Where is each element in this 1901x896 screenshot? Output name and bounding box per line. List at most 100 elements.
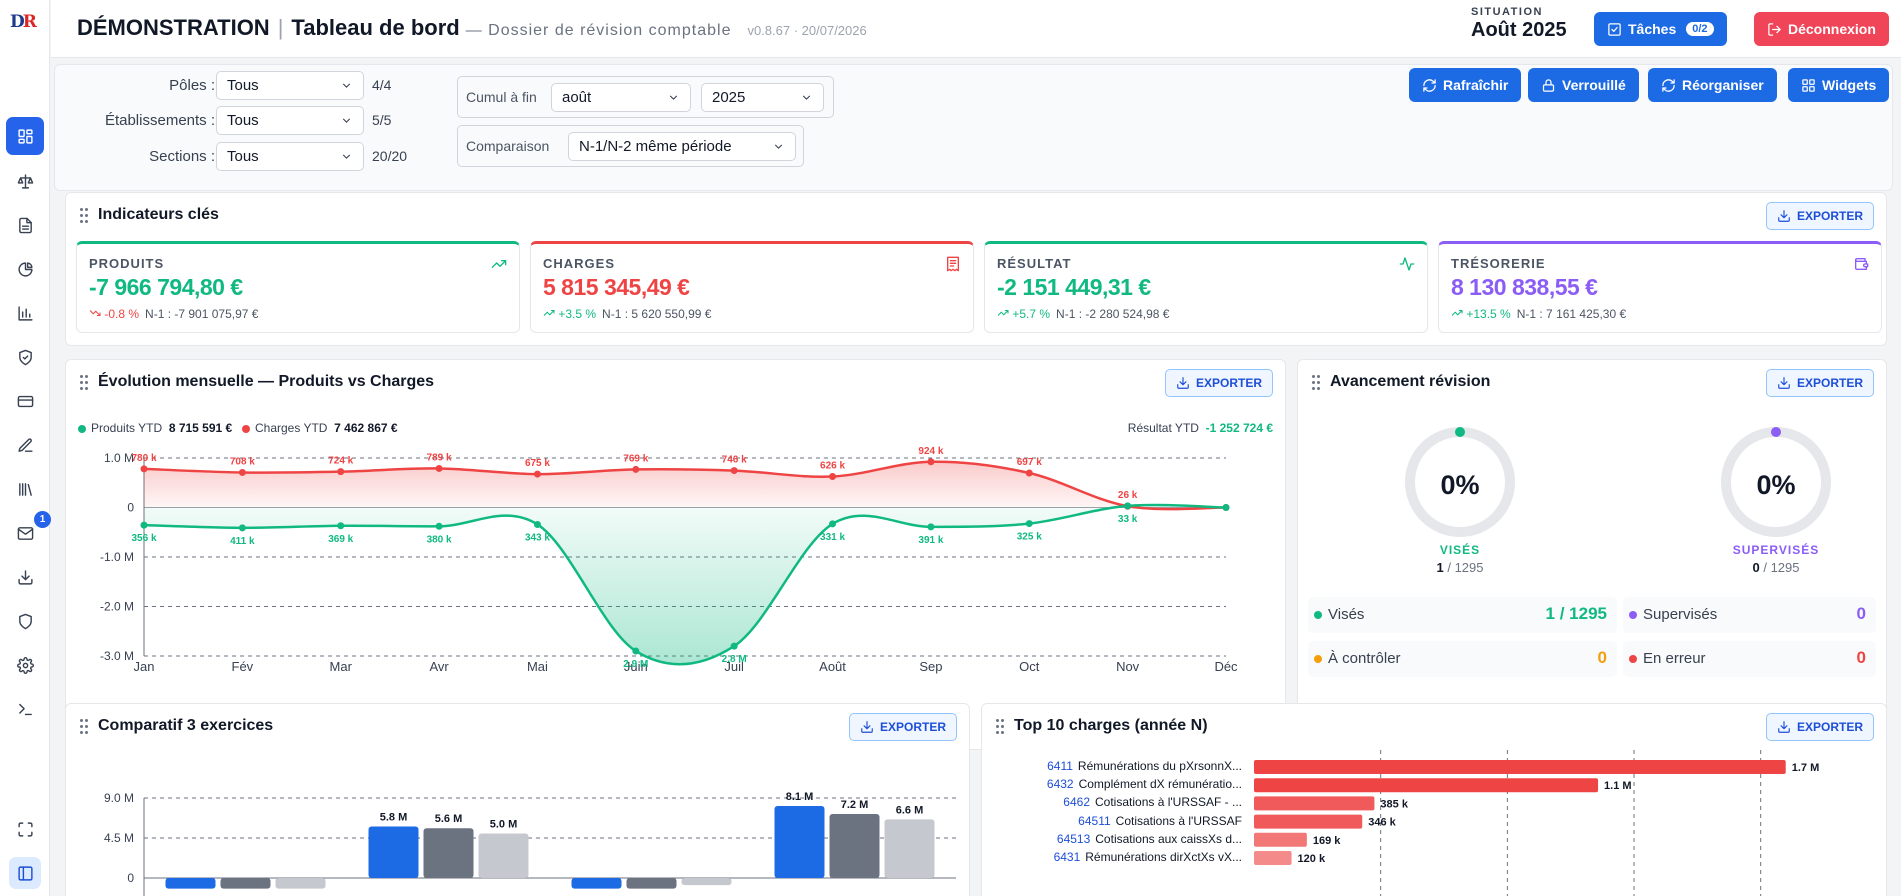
data-point[interactable] <box>632 647 640 655</box>
verrouille-button[interactable]: Verrouillé <box>1528 68 1639 102</box>
account-code[interactable]: 6432 <box>1046 777 1074 792</box>
bar[interactable] <box>774 806 825 878</box>
download-icon[interactable] <box>9 561 41 593</box>
bar[interactable] <box>829 814 880 878</box>
data-point[interactable] <box>1025 520 1033 528</box>
terminal-icon[interactable] <box>9 693 41 725</box>
account-code[interactable]: 6411 <box>1047 759 1073 773</box>
bar[interactable] <box>681 878 732 886</box>
bar-chart-icon[interactable] <box>9 297 41 329</box>
bar[interactable] <box>626 878 677 889</box>
data-point[interactable] <box>632 465 640 473</box>
chevron-down-icon <box>774 144 783 149</box>
bar[interactable] <box>1254 814 1363 829</box>
bar[interactable] <box>1254 832 1307 847</box>
data-point[interactable] <box>533 520 541 528</box>
top10-label: 6432 Complément dX rémunératio... <box>992 777 1242 791</box>
data-point[interactable] <box>435 522 443 530</box>
bar[interactable] <box>275 878 326 889</box>
x-tick-label: Juin <box>624 659 648 674</box>
bar[interactable] <box>1254 760 1786 774</box>
rafraichir-button[interactable]: Rafraîchir <box>1409 68 1522 102</box>
data-point[interactable] <box>337 468 345 476</box>
data-point[interactable] <box>927 458 935 466</box>
dashboard-icon[interactable] <box>6 117 44 155</box>
bar[interactable] <box>478 833 529 878</box>
account-code[interactable]: 64511 <box>1078 813 1111 828</box>
library-icon[interactable] <box>9 473 41 505</box>
data-point[interactable] <box>533 470 541 478</box>
balance-icon[interactable] <box>9 165 41 197</box>
bar[interactable] <box>884 819 935 878</box>
pie-chart-icon[interactable] <box>9 253 41 285</box>
poles-select[interactable]: Tous <box>216 71 364 100</box>
data-point[interactable] <box>730 642 738 650</box>
reorganiser-button[interactable]: Réorganiser <box>1648 68 1777 102</box>
app-logo[interactable]: DR <box>10 12 37 32</box>
data-point[interactable] <box>140 465 148 473</box>
y-tick-label: -3.0 M <box>100 649 134 663</box>
account-code[interactable]: 6431 <box>1053 850 1081 864</box>
main-content: Pôles : Tous 4/4 Établissements : Tous 5… <box>51 58 1901 896</box>
pen-icon[interactable] <box>9 429 41 461</box>
card-icon[interactable] <box>9 385 41 417</box>
data-point[interactable] <box>1124 502 1132 510</box>
export-button[interactable]: EXPORTER <box>848 713 957 741</box>
stat-vises: Visés 1 / 1295 <box>1308 597 1617 633</box>
download-icon <box>1778 721 1790 733</box>
taches-button[interactable]: Tâches 0/2 <box>1594 12 1727 46</box>
sidebar-toggle-icon[interactable] <box>9 857 41 889</box>
export-button[interactable]: EXPORTER <box>1765 713 1874 741</box>
bar[interactable] <box>368 826 419 878</box>
sections-select[interactable]: Tous <box>216 142 364 171</box>
data-point[interactable] <box>1025 469 1033 477</box>
trend-arrow-icon <box>89 310 101 316</box>
cumul-year-select[interactable]: 2025 <box>701 83 824 112</box>
etablissements-select[interactable]: Tous <box>216 106 364 135</box>
data-point[interactable] <box>238 468 246 476</box>
data-point[interactable] <box>927 523 935 531</box>
comparatif-title: Comparatif 3 exercices <box>98 717 274 734</box>
bar[interactable] <box>220 878 271 889</box>
shield-icon[interactable] <box>9 605 41 637</box>
drag-handle-icon[interactable] <box>80 208 90 224</box>
bar[interactable] <box>165 878 216 889</box>
data-point[interactable] <box>140 521 148 529</box>
drag-handle-icon[interactable] <box>80 375 90 391</box>
export-button[interactable]: EXPORTER <box>1164 369 1273 397</box>
x-tick-label: Jan <box>134 659 155 674</box>
document-icon[interactable] <box>9 209 41 241</box>
bar[interactable] <box>571 878 622 889</box>
account-code[interactable]: 64513 <box>1056 831 1091 846</box>
account-code[interactable]: 6462 <box>1063 795 1090 810</box>
deconnexion-button[interactable]: Déconnexion <box>1754 12 1889 46</box>
kpi-card-trésorerie: TRÉSORERIE 8 130 838,55 € +13.5 % N-1 : 7 … <box>1438 241 1882 333</box>
drag-handle-icon[interactable] <box>1312 375 1322 391</box>
drag-handle-icon[interactable] <box>80 719 90 735</box>
data-point[interactable] <box>435 464 443 472</box>
widgets-button[interactable]: Widgets <box>1788 68 1890 102</box>
data-point[interactable] <box>829 473 837 481</box>
bar[interactable] <box>423 828 474 878</box>
top10-label: 6411 Rémunérations du pXrsonnX... <box>992 759 1242 773</box>
data-point[interactable] <box>1222 504 1230 511</box>
gear-icon[interactable] <box>9 649 41 681</box>
bar[interactable] <box>1254 796 1375 811</box>
data-label: 924 k <box>918 446 943 457</box>
mail-icon[interactable]: 1 <box>9 511 51 549</box>
drag-handle-icon[interactable] <box>996 719 1006 735</box>
export-button[interactable]: EXPORTER <box>1765 202 1874 230</box>
data-point[interactable] <box>337 522 345 530</box>
bar[interactable] <box>1254 851 1292 865</box>
vises-done: 1 <box>1436 560 1444 575</box>
expand-icon[interactable] <box>9 813 41 845</box>
export-button[interactable]: EXPORTER <box>1765 369 1874 397</box>
shield-check-icon[interactable] <box>9 341 41 373</box>
data-label: 411 k <box>230 536 255 547</box>
data-point[interactable] <box>730 467 738 475</box>
data-point[interactable] <box>829 520 837 528</box>
bar[interactable] <box>1254 778 1599 793</box>
data-point[interactable] <box>238 524 246 532</box>
cumul-month-select[interactable]: août <box>551 83 691 112</box>
comparaison-select[interactable]: N-1/N-2 même période <box>568 132 796 161</box>
